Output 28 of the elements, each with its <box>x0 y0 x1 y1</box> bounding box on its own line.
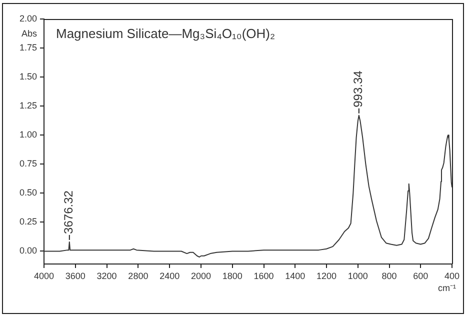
y-tick-label: 0.00 <box>19 246 37 256</box>
y-tick-label: 1.50 <box>19 72 37 82</box>
x-tick-label: 600 <box>413 270 428 281</box>
x-axis-title: cm⁻¹ <box>438 282 456 293</box>
y-tick-label: 0.50 <box>19 188 37 198</box>
x-tick-label: 3200 <box>96 270 117 281</box>
x-tick-label: 400 <box>444 270 460 281</box>
x-tick-label: 1200 <box>316 270 337 281</box>
x-tick-label: 4000 <box>34 270 54 281</box>
annotation: 3676.32 <box>62 190 76 234</box>
x-tick-label: 1600 <box>254 270 274 281</box>
x-tick-label: 2400 <box>160 270 180 281</box>
y-tick-label: 1.75 <box>19 42 37 53</box>
x-tick-label: 2800 <box>128 270 148 281</box>
y-tick-label: 1.25 <box>19 100 37 111</box>
text: Magnesium Silicate—Mg₃Si₄O₁₀(OH)₂ <box>56 26 276 41</box>
x-tick-label: 1400 <box>285 270 306 281</box>
x-tick-label: 1800 <box>222 270 242 281</box>
annotation: 993.34 <box>351 70 366 108</box>
x-tick-label: 800 <box>382 270 397 281</box>
y-tick-label: 2.00 <box>19 13 37 24</box>
x-tick-label: 1000 <box>348 270 368 281</box>
y-tick-label: 0.75 <box>19 158 37 169</box>
y-tick-label: 1.00 <box>19 130 37 140</box>
y-tick-label: 0.25 <box>19 216 37 227</box>
x-tick-label: 3600 <box>65 270 86 281</box>
y-axis-title: Abs <box>21 28 38 38</box>
x-tick-label: 2000 <box>190 270 212 281</box>
